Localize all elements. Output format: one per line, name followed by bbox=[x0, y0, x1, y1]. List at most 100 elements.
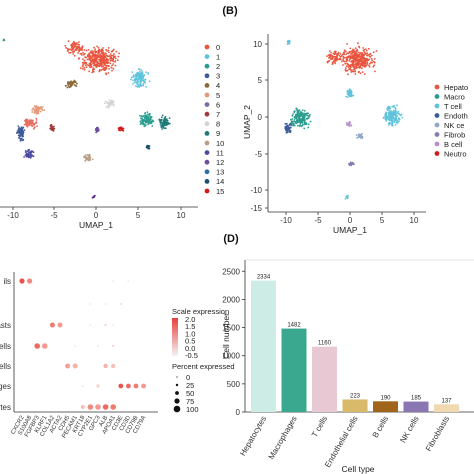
cluster-0b-point bbox=[81, 46, 84, 49]
cluster-15-point bbox=[118, 127, 121, 130]
t-cells-point bbox=[391, 124, 394, 127]
cluster-1-point bbox=[148, 80, 151, 83]
cluster-0-point bbox=[100, 64, 102, 67]
legend-label: Hepato bbox=[444, 83, 468, 92]
cluster-0-point bbox=[112, 48, 115, 51]
cluster-8 bbox=[103, 99, 115, 109]
cluster-0b-point bbox=[77, 49, 80, 52]
t-cells-point bbox=[397, 112, 400, 115]
macrophages-point bbox=[303, 127, 306, 130]
t-cells-b-point bbox=[345, 95, 348, 98]
t-cells-point bbox=[398, 120, 400, 123]
cluster-0b-point bbox=[81, 45, 84, 48]
cluster-0b-point bbox=[65, 47, 67, 49]
t-cells-point bbox=[393, 104, 396, 107]
hepatocytes-point bbox=[358, 58, 361, 61]
cluster-0-point bbox=[100, 55, 103, 57]
t-cells-point bbox=[388, 115, 391, 118]
cluster-0-point bbox=[111, 69, 113, 72]
cluster-3-point bbox=[16, 132, 19, 134]
cluster-11 bbox=[23, 148, 35, 159]
cluster-1-point bbox=[137, 73, 140, 76]
cluster-0-point bbox=[117, 55, 120, 58]
cluster-9-point bbox=[160, 116, 163, 119]
macrophages-point bbox=[306, 112, 308, 115]
hepatocytes-point bbox=[345, 58, 348, 60]
cluster-0-point bbox=[82, 51, 84, 54]
cluster-15 bbox=[117, 126, 125, 132]
t-cells-b-point bbox=[350, 94, 353, 97]
legend-label: 15 bbox=[216, 187, 224, 196]
hepatocytes-point bbox=[348, 65, 350, 68]
cluster-2 bbox=[139, 111, 155, 128]
hepatocytes-b-point bbox=[333, 55, 336, 58]
cluster-0-point bbox=[85, 64, 87, 67]
size-legend-title: Percent expressed bbox=[172, 362, 235, 371]
hepatocytes-point bbox=[372, 65, 375, 68]
legend-swatch bbox=[434, 151, 440, 156]
nk-cells-point bbox=[357, 136, 360, 139]
dot-plot-panel-c: ilsastsellsellsagesytesCXCR2S100A8FGFBP3… bbox=[0, 272, 235, 439]
bar-chart-panel-d: 0 500 1000 1500 2000 2500 Cell number 2334 Hepat… bbox=[221, 259, 474, 474]
hepatocytes-point bbox=[358, 56, 361, 58]
legend-swatch bbox=[204, 102, 210, 107]
hepatocytes-point bbox=[344, 69, 347, 71]
cluster-9-point bbox=[164, 119, 167, 121]
cluster-0-point bbox=[104, 61, 107, 64]
cluster-1-point bbox=[133, 78, 136, 81]
cluster-3-point bbox=[18, 132, 21, 135]
macrophages-point bbox=[302, 119, 305, 121]
expression-dot bbox=[89, 324, 92, 326]
bar-4 bbox=[373, 401, 398, 412]
hepatocytes-point bbox=[359, 72, 362, 75]
cluster-0-point bbox=[107, 49, 110, 52]
t-cells-point bbox=[400, 113, 403, 116]
cluster-1-point bbox=[137, 68, 140, 70]
expression-dot bbox=[97, 345, 99, 347]
hepatocytes-point bbox=[366, 61, 369, 64]
x-category-label: Fibroblasts bbox=[424, 415, 451, 453]
y-category-label: ells bbox=[0, 342, 11, 351]
cluster-3-point bbox=[18, 137, 20, 139]
hepatocytes-point bbox=[354, 70, 356, 73]
cluster-1-point bbox=[136, 74, 139, 77]
y-tick-label: -10 bbox=[250, 186, 262, 195]
expression-dot bbox=[111, 363, 116, 369]
cluster-1-point bbox=[139, 83, 142, 86]
cluster-0-point bbox=[86, 64, 89, 66]
cluster-4-point bbox=[72, 82, 75, 84]
cluster-2-point bbox=[147, 117, 150, 120]
color-scale-tick: 1.0 bbox=[185, 329, 195, 338]
cluster-2-point bbox=[149, 117, 152, 119]
cluster-1-point bbox=[130, 78, 132, 81]
hepatocytes-point bbox=[354, 60, 356, 63]
y-tick-label: 500 bbox=[227, 380, 241, 389]
hepatocytes-point bbox=[362, 47, 364, 49]
fibroblasts-point bbox=[350, 163, 352, 166]
expression-dot bbox=[141, 383, 147, 389]
t-cells-point bbox=[387, 106, 390, 109]
t-cells-point bbox=[392, 115, 394, 118]
macrophages-point bbox=[306, 118, 309, 120]
cluster-1-point bbox=[135, 77, 138, 80]
size-legend-dot bbox=[176, 376, 178, 378]
cluster-0-point bbox=[91, 60, 94, 63]
cluster-1-point bbox=[137, 76, 140, 79]
cluster-0b-point bbox=[79, 53, 82, 55]
cluster-0-point bbox=[94, 56, 97, 59]
t-cells-b-point bbox=[346, 96, 349, 98]
cluster-0-point bbox=[85, 61, 88, 64]
legend-label: Fibrob bbox=[444, 130, 465, 139]
expression-dot bbox=[112, 280, 115, 282]
color-legend-title: Scale expression bbox=[172, 307, 229, 316]
t-cells-point bbox=[401, 116, 404, 119]
bar-value-label: 2334 bbox=[257, 275, 271, 281]
hepatocytes-b-point bbox=[331, 61, 334, 64]
cluster-4-point bbox=[66, 82, 69, 85]
nk-cells bbox=[355, 132, 364, 140]
endothelial bbox=[284, 122, 293, 134]
cluster-10-point bbox=[89, 156, 91, 159]
cluster-6-point bbox=[33, 123, 36, 126]
cluster-9-point bbox=[169, 122, 171, 125]
cluster-0b-point bbox=[80, 48, 82, 51]
